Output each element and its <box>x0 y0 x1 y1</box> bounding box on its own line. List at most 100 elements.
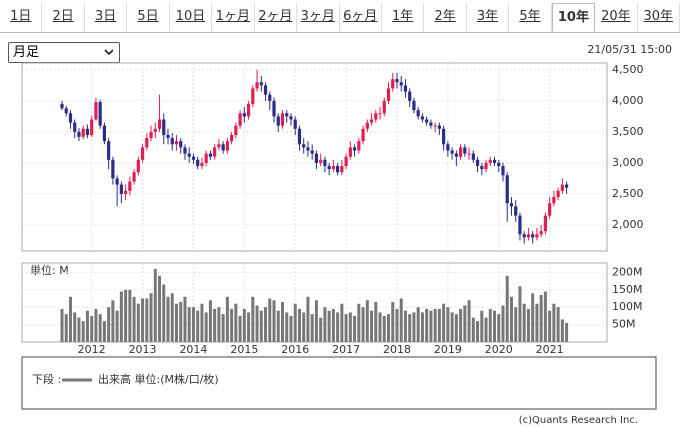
y-tick-label: 4,000 <box>612 94 644 107</box>
candle-body <box>480 165 484 170</box>
candle-body <box>145 138 149 148</box>
candle-body <box>208 153 213 157</box>
volume-bar <box>391 301 395 342</box>
tab[interactable]: 5日 <box>127 3 170 32</box>
candle-body <box>522 234 526 238</box>
volume-bar <box>501 305 505 342</box>
candle-body <box>132 172 136 182</box>
candle-body <box>115 178 119 185</box>
tab[interactable]: 6ヶ月 <box>340 3 382 32</box>
y-tick-label: 3,000 <box>612 156 644 169</box>
x-tick-label: 2017 <box>332 343 360 356</box>
candle-body <box>136 159 140 173</box>
y-tick-label: 2,000 <box>612 218 644 231</box>
candle-body <box>416 110 420 117</box>
tab[interactable]: 3年 <box>467 3 510 32</box>
candle-body <box>408 91 412 101</box>
volume-bar <box>446 307 450 342</box>
x-tick-label: 2020 <box>485 343 513 356</box>
candle-body <box>306 147 310 151</box>
tab[interactable]: 3日 <box>85 3 128 32</box>
candle-body <box>539 231 543 235</box>
candle-body <box>492 159 497 163</box>
tab[interactable]: 1年 <box>382 3 425 32</box>
candle-body <box>140 147 145 160</box>
tab[interactable]: 20年 <box>595 3 638 32</box>
candle-body <box>98 102 102 126</box>
volume-bar <box>225 296 229 342</box>
candle-body <box>535 234 539 238</box>
candle-body <box>327 165 331 170</box>
volume-bar <box>556 307 560 342</box>
volume-bar <box>412 312 416 342</box>
candle-body <box>403 85 408 92</box>
candle-body <box>437 125 441 129</box>
tab[interactable]: 1日 <box>0 3 43 32</box>
tab[interactable]: 3ヶ月 <box>297 3 340 32</box>
volume-bar <box>174 303 178 342</box>
y-tick-label: 150M <box>612 283 643 296</box>
candle-body <box>157 119 162 129</box>
candle-body <box>336 165 340 173</box>
tab[interactable]: 5年 <box>509 3 552 32</box>
volume-bar <box>425 308 429 342</box>
volume-bar <box>102 321 106 342</box>
volume-bar <box>191 307 195 342</box>
candle-body <box>458 147 463 157</box>
candle-body <box>170 138 174 145</box>
volume-bar <box>543 291 547 342</box>
volume-bar <box>319 317 323 342</box>
candle-body <box>429 122 433 126</box>
tab[interactable]: 2日 <box>42 3 85 32</box>
candle-body <box>497 162 501 166</box>
candle-body <box>543 215 547 232</box>
volume-bar <box>255 305 259 342</box>
timestamp: 21/05/31 15:00 <box>587 43 672 56</box>
dropdown[interactable]: 月足 <box>8 42 120 63</box>
volume-bar <box>531 293 535 342</box>
volume-bar <box>234 303 238 342</box>
tab[interactable]: 2ヶ月 <box>255 3 298 32</box>
volume-bar <box>196 310 200 342</box>
candle-body <box>272 100 276 117</box>
candle-body <box>153 128 157 132</box>
tab[interactable]: 1ヶ月 <box>212 3 255 32</box>
y-tick-label: 3,500 <box>612 125 644 138</box>
y-tick-label: 2,500 <box>612 187 644 200</box>
volume-bar <box>323 307 327 342</box>
volume-bar <box>361 307 365 342</box>
volume-bar <box>565 322 569 342</box>
candle-body <box>221 144 225 151</box>
volume-bar <box>539 295 543 342</box>
candle-body <box>450 150 454 154</box>
candle-body <box>378 113 382 115</box>
volume-bar <box>213 308 217 342</box>
tab[interactable]: 10日 <box>170 3 213 32</box>
tab[interactable]: 10年 <box>551 3 596 32</box>
volume-frame <box>21 262 608 343</box>
y-tick-label: 4,500 <box>612 63 644 76</box>
volume-bar <box>420 312 424 342</box>
volume-bar <box>242 308 246 342</box>
candle-body <box>501 165 505 176</box>
volume-bar <box>289 315 293 342</box>
volume-bar <box>208 300 212 342</box>
candle-body <box>442 128 446 145</box>
tab[interactable]: 2年 <box>424 3 467 32</box>
candle-body <box>124 190 128 194</box>
candle-body <box>297 128 302 145</box>
volume-bar <box>382 315 386 342</box>
candle-body <box>446 144 450 151</box>
y-tick-label: 200M <box>612 265 643 278</box>
volume-bar <box>221 314 225 342</box>
volume-bar <box>442 303 446 342</box>
candle-body <box>391 79 395 89</box>
tab[interactable]: 30年 <box>638 3 680 32</box>
candle-body <box>102 125 107 142</box>
volume-bar <box>548 310 552 342</box>
volume-bar <box>336 312 340 342</box>
volume-bar <box>450 312 454 342</box>
volume-bar <box>94 308 98 342</box>
volume-bar <box>77 317 81 342</box>
volume-bar <box>505 275 509 342</box>
